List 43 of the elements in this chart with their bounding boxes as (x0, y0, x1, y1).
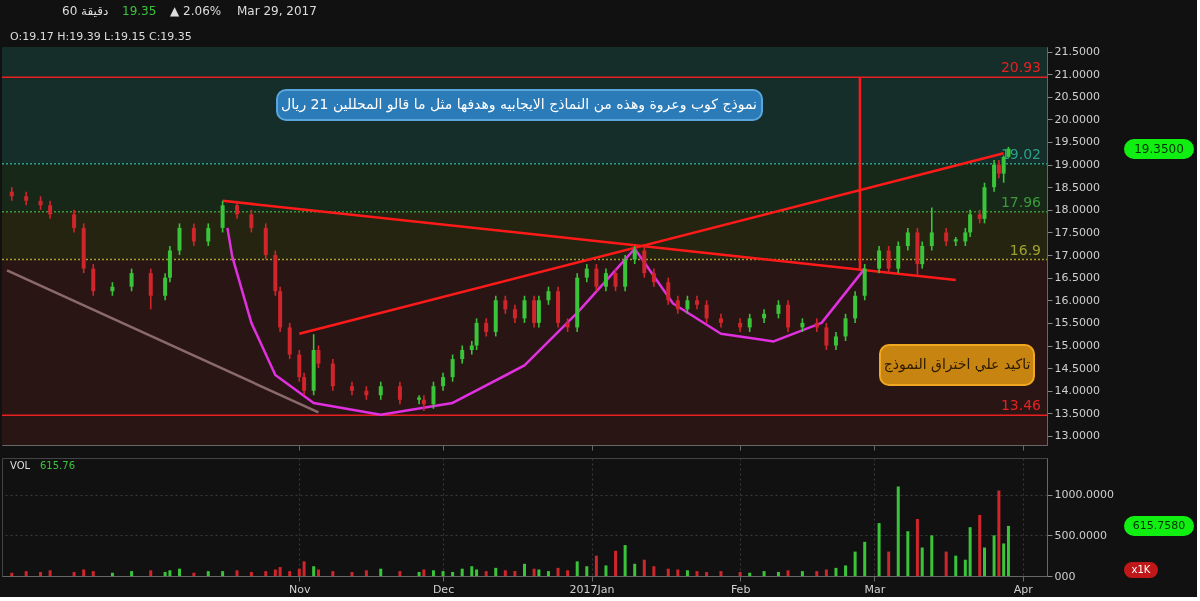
text: O:19.17 H:19.39 L:19.15 C:19.35 (10, 30, 192, 43)
y-tick-label: 19.5000 (1054, 135, 1100, 149)
x-tick-label: 2017Jan (569, 582, 615, 596)
ref-line-label: 13.46 (1000, 397, 1042, 414)
ref-line-label: 20.93 (1000, 59, 1041, 76)
text: ▲ 2.06% (170, 4, 222, 18)
text: 19.3500 (1134, 142, 1184, 156)
y-tick-label: 16.5000 (1054, 271, 1100, 285)
x-tick-label: Apr (1013, 582, 1034, 596)
text: 19.35 (122, 4, 157, 18)
y-tick-label: 14.5000 (1054, 361, 1100, 375)
text: Mar 29, 2017 (237, 4, 317, 18)
y-tick-label: 14.0000 (1054, 384, 1100, 398)
x-tick-label: Dec (432, 582, 455, 596)
y-tick-label: 13.5000 (1054, 406, 1100, 420)
x-tick-label: Mar (864, 582, 886, 596)
ref-line-label: 17.96 (1000, 193, 1042, 210)
y-tick-label: 20.5000 (1054, 90, 1100, 104)
text: 60 دقيقة (62, 4, 109, 18)
y-tick-label: 17.5000 (1054, 225, 1100, 239)
annotation: VOL (10, 460, 31, 471)
x-tick-label: Feb (730, 582, 751, 596)
y-tick-label: 21.5000 (1054, 45, 1100, 59)
y-tick-label: 1000.0000 (1054, 488, 1114, 502)
y-tick-label: 17.0000 (1054, 248, 1100, 262)
y-tick-label: 15.5000 (1054, 316, 1100, 330)
text: x1K (1131, 564, 1151, 575)
annotation: تاكيد علي اختراق النموذج (883, 356, 1031, 373)
y-tick-label: 18.5000 (1054, 180, 1100, 194)
text: 615.7580 (1132, 519, 1186, 532)
y-tick-label: 13.0000 (1054, 429, 1100, 443)
y-tick-label: 500.0000 (1054, 528, 1107, 542)
annotation: 615.76 (40, 460, 75, 471)
y-tick-label: 21.0000 (1054, 67, 1100, 81)
y-tick-label: 20.0000 (1054, 112, 1100, 126)
x-tick-label: Nov (289, 582, 312, 596)
y-tick-label: 19.0000 (1054, 158, 1100, 172)
y-tick-label: 16.0000 (1054, 293, 1100, 307)
ref-line-label: 16.9 (1009, 241, 1041, 258)
y-tick-label: 000 (1054, 569, 1076, 583)
y-tick-label: 18.0000 (1054, 203, 1100, 217)
annotation: نموذج كوب وعروة وهذه من النماذج الايجابيه وهدفها مثل ما قالو المحللين 21 ريال (281, 96, 757, 113)
y-tick-label: 15.0000 (1054, 339, 1100, 352)
